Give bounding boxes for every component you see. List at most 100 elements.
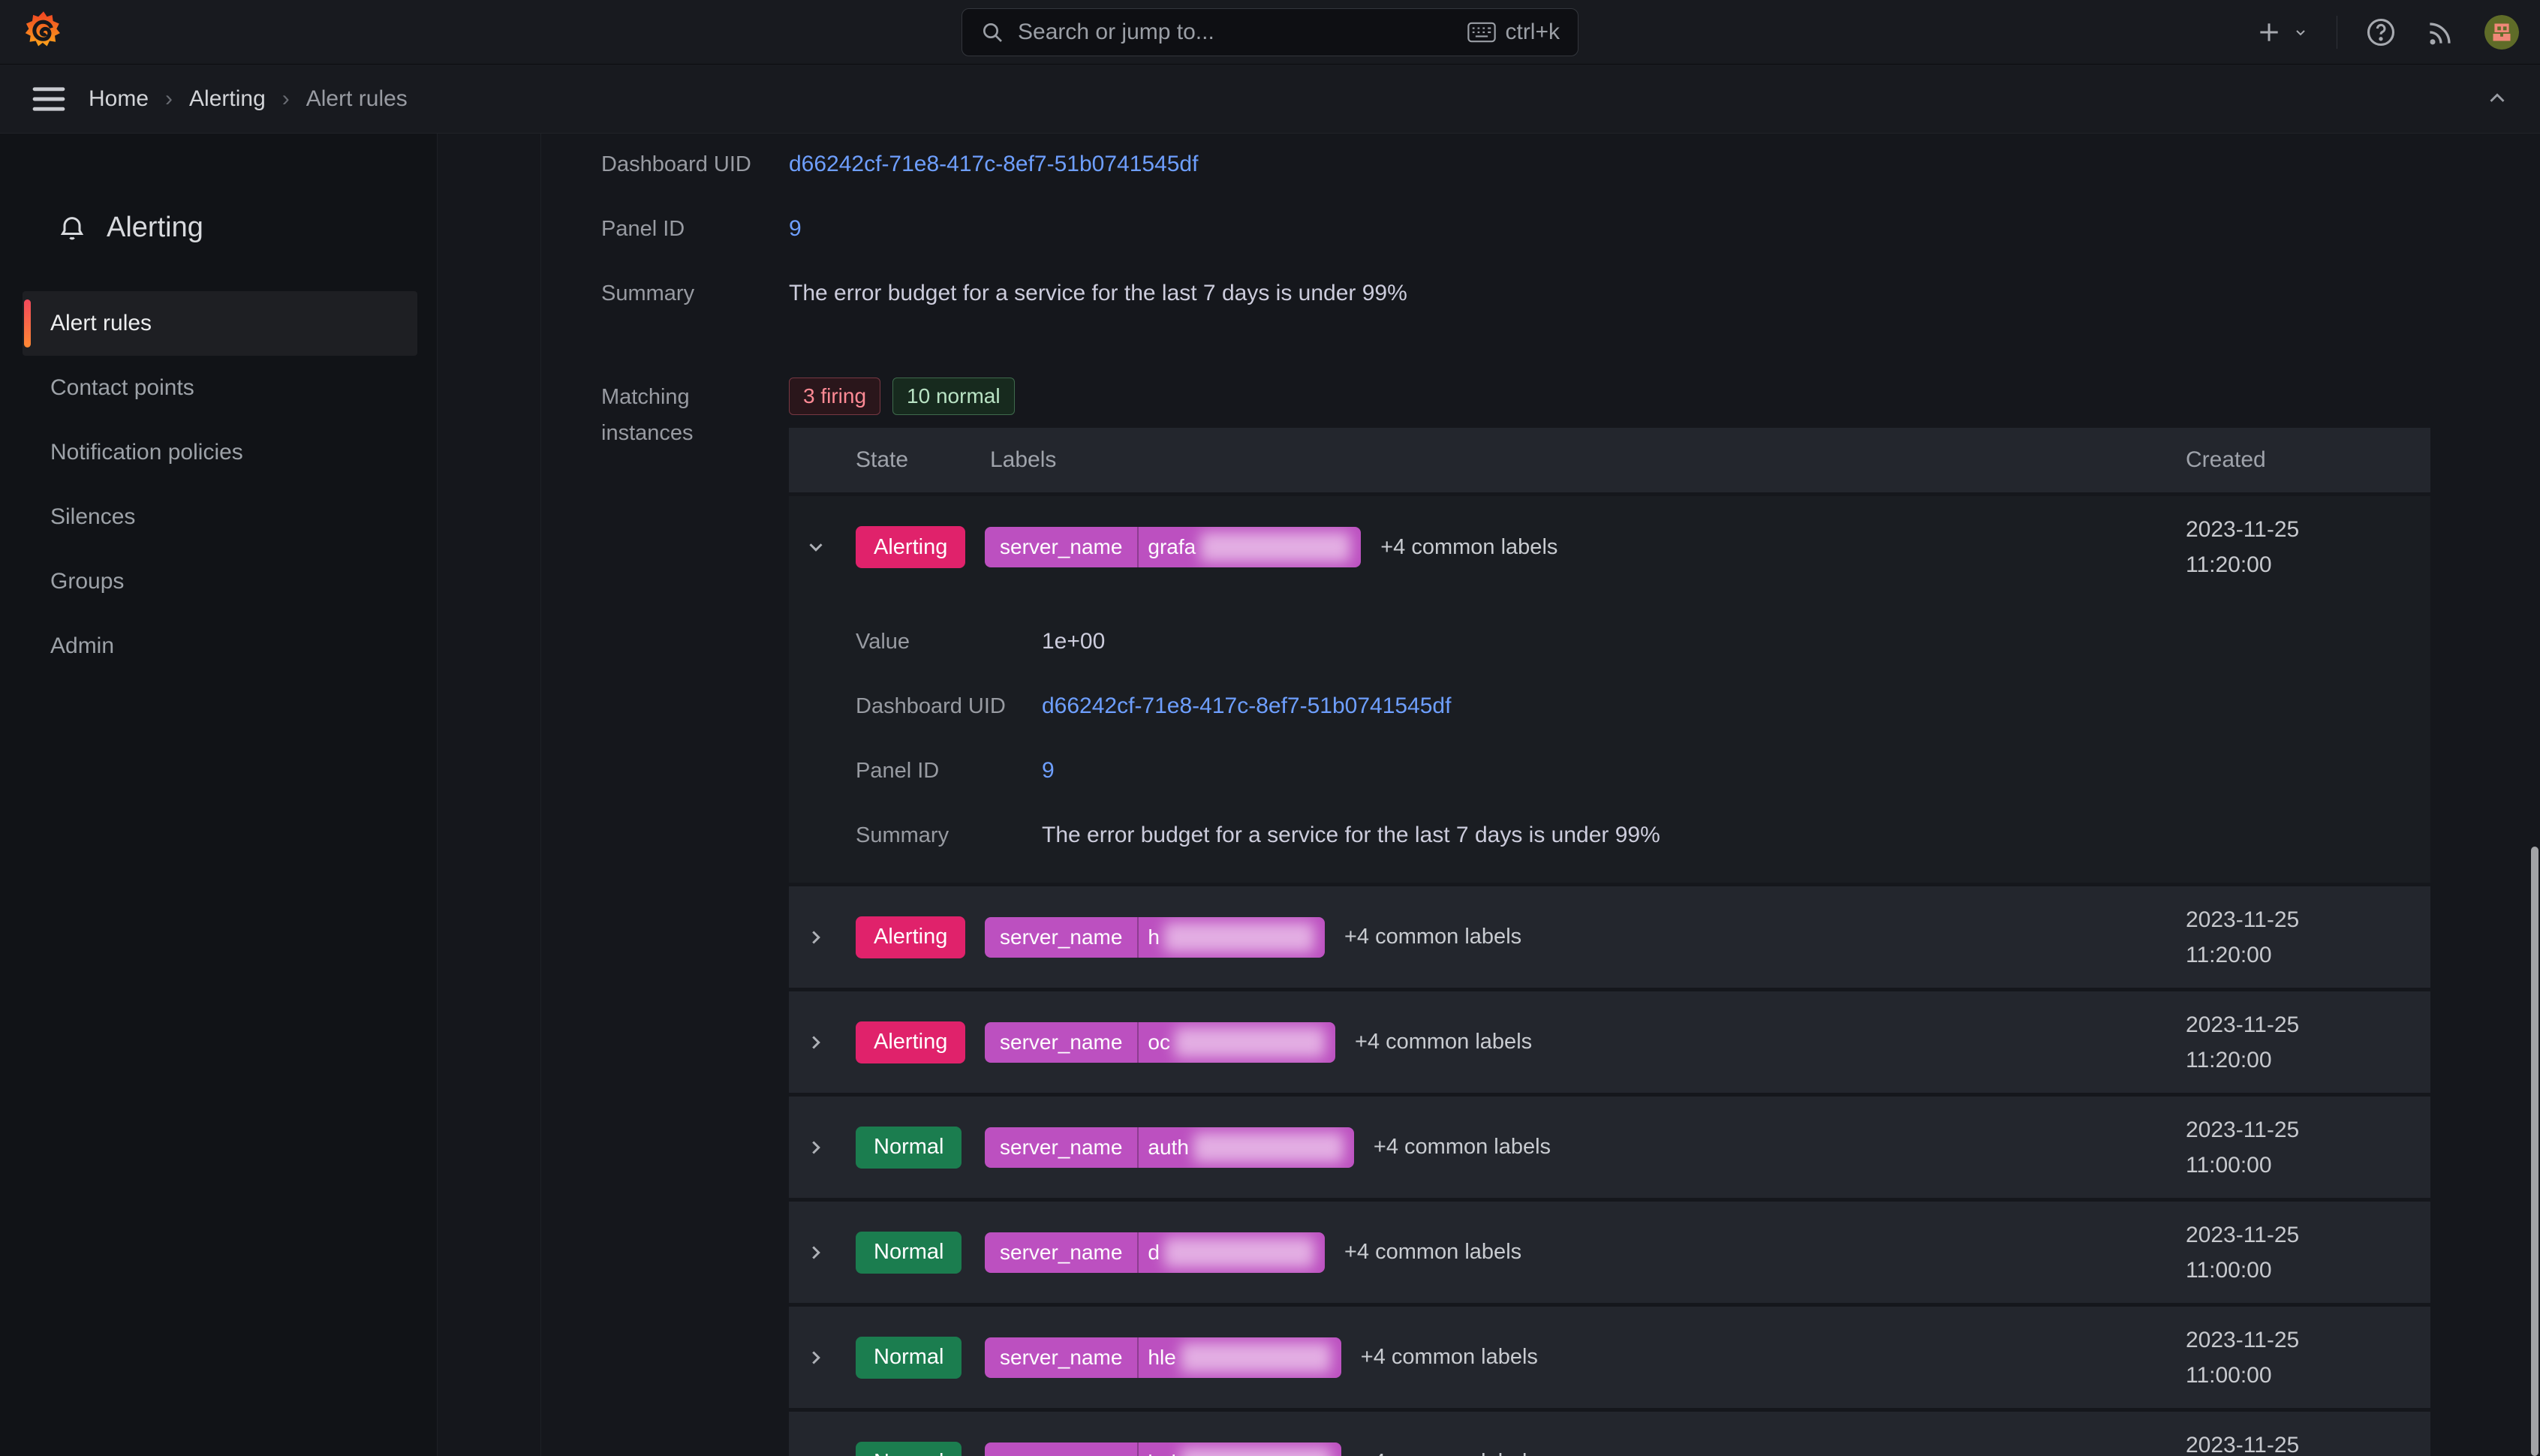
label-value: hle [1139, 1337, 1341, 1378]
expand-row-button[interactable] [789, 536, 856, 558]
instance-row[interactable]: Alerting server_name grafa +4 common lab… [789, 496, 2430, 598]
normal-count-badge: 10 normal [892, 378, 1015, 415]
sidebar-item-alert-rules[interactable]: Alert rules [23, 291, 417, 356]
grafana-logo-icon[interactable] [23, 10, 65, 55]
instances-table: State Labels Created Alerting server_nam… [789, 428, 2430, 1456]
instance-row[interactable]: Normal server_name hle +4 common labels … [789, 1307, 2430, 1408]
header-state: State [856, 447, 909, 472]
avatar[interactable] [2484, 15, 2519, 50]
label-pill: server_name h [985, 916, 1325, 958]
expand-row-button[interactable] [789, 1451, 856, 1456]
state-badge: Normal [856, 1231, 962, 1274]
instance-row[interactable]: Normal server_name auth +4 common labels… [789, 1097, 2430, 1198]
sidebar-item-notification-policies[interactable]: Notification policies [23, 420, 417, 485]
common-labels-text: +4 common labels [1373, 1135, 1551, 1159]
label-value: h [1139, 916, 1325, 958]
labels-cell: server_name auth +4 common labels [985, 1127, 2186, 1168]
instance-row[interactable]: Alerting server_name h +4 common labels … [789, 886, 2430, 988]
search-input[interactable]: Search or jump to... ctrl+k [962, 8, 1578, 56]
label-value: auth [1139, 1127, 1354, 1168]
instance-dashboard-uid-link[interactable]: d66242cf-71e8-417c-8ef7-51b0741545df [1042, 693, 1452, 718]
label-key: server_name [985, 1232, 1139, 1273]
panel-id-link[interactable]: 9 [789, 216, 802, 241]
instance-row[interactable]: Normal server_name d +4 common labels 20… [789, 1202, 2430, 1303]
state-badge: Normal [856, 1336, 962, 1379]
vertical-scrollbar[interactable] [2531, 847, 2538, 1456]
dashboard-uid-link[interactable]: d66242cf-71e8-417c-8ef7-51b0741545df [789, 152, 1199, 176]
search-icon [980, 20, 1004, 44]
collapse-header-icon[interactable] [2484, 86, 2510, 112]
label-pill: server_name d [985, 1232, 1325, 1273]
expand-row-button[interactable] [789, 1241, 856, 1264]
breadcrumb-item[interactable]: Home [89, 86, 149, 111]
instance-panel-id-link[interactable]: 9 [1042, 758, 1055, 783]
labels-cell: server_name grafa +4 common labels [985, 527, 2186, 567]
detail-guide-line [540, 134, 541, 1456]
menu-toggle-icon[interactable] [32, 86, 66, 112]
sidebar-item-groups[interactable]: Groups [23, 549, 417, 614]
sidebar-section-title[interactable]: Alerting [57, 212, 437, 244]
label-value: d [1139, 1232, 1325, 1273]
common-labels-text: +4 common labels [1361, 1450, 1538, 1456]
redacted-label-value [1163, 1237, 1314, 1268]
top-nav-bar: Search or jump to... ctrl+k [0, 0, 2540, 65]
label-key: server_name [985, 1021, 1139, 1063]
active-item-accent [24, 299, 31, 347]
shortcut-hint: ctrl+k [1467, 20, 1560, 45]
redacted-label-value [1180, 1342, 1331, 1373]
sidebar-item-contact-points[interactable]: Contact points [23, 356, 417, 420]
redacted-label-value [1174, 1027, 1325, 1057]
sidebar-item-silences[interactable]: Silences [23, 485, 417, 549]
created-cell: 2023-11-25 11:00:00 [2186, 1432, 2300, 1456]
instance-row[interactable]: Alerting server_name oc +4 common labels… [789, 991, 2430, 1093]
sidebar-item-label: Contact points [50, 375, 194, 400]
common-labels-text: +4 common labels [1344, 925, 1522, 949]
created-cell: 2023-11-25 11:20:00 [2186, 517, 2300, 577]
instance-value-row: Value 1e+00 [856, 623, 2430, 660]
label-key: server_name [985, 1127, 1139, 1168]
instance-panel-id-row: Panel ID 9 [856, 752, 2430, 790]
label-key: server_name [985, 1337, 1139, 1378]
help-icon[interactable] [2364, 16, 2397, 49]
search-placeholder: Search or jump to... [1018, 20, 1214, 44]
created-cell: 2023-11-25 11:20:00 [2186, 907, 2300, 967]
topbar-actions [2254, 0, 2519, 65]
news-icon[interactable] [2424, 16, 2457, 49]
label-value: ind [1139, 1442, 1341, 1456]
state-badge: Alerting [856, 526, 966, 568]
instance-summary-text: The error budget for a service for the l… [1042, 823, 1660, 847]
sidebar-item-admin[interactable]: Admin [23, 614, 417, 678]
label-key: server_name [985, 916, 1139, 958]
labels-cell: server_name ind +4 common labels [985, 1442, 2186, 1456]
breadcrumb-item[interactable]: Alerting [189, 86, 266, 111]
label-value: grafa [1139, 527, 1362, 567]
keyboard-icon [1467, 22, 1497, 43]
sidebar-section-label: Alerting [107, 212, 203, 243]
sidebar-menu: Alert rules Contact points Notification po… [0, 291, 437, 678]
expand-row-button[interactable] [789, 1346, 856, 1369]
redacted-label-value [1193, 1132, 1344, 1163]
sidebar-item-label: Groups [50, 569, 125, 594]
instance-row[interactable]: Normal server_name ind +4 common labels … [789, 1412, 2430, 1456]
shortcut-label: ctrl+k [1505, 20, 1560, 44]
breadcrumb: Home › Alerting › Alert rules [89, 86, 408, 112]
new-menu-button[interactable] [2254, 17, 2310, 47]
label-pill: server_name auth [985, 1127, 1354, 1168]
redacted-label-value [1163, 922, 1314, 952]
breadcrumb-separator: › [281, 86, 290, 111]
label-pill: server_name ind [985, 1442, 1341, 1456]
dashboard-uid-label: Dashboard UID [601, 152, 751, 176]
expand-row-button[interactable] [789, 1136, 856, 1159]
sidebar-alerting-section: Alerting Alert rules Contact points Notifi… [0, 134, 438, 1456]
label-key: server_name [985, 527, 1139, 567]
sidebar-item-label: Silences [50, 504, 136, 529]
label-value: oc [1139, 1021, 1335, 1063]
sidebar-item-label: Notification policies [50, 440, 243, 465]
sidebar-item-label: Alert rules [50, 311, 152, 335]
expand-row-button[interactable] [789, 926, 856, 949]
instances-table-header: State Labels Created [789, 428, 2430, 492]
label-pill: server_name grafa [985, 527, 1362, 567]
common-labels-text: +4 common labels [1380, 534, 1558, 559]
expand-row-button[interactable] [789, 1031, 856, 1054]
header-labels: Labels [990, 447, 1057, 472]
